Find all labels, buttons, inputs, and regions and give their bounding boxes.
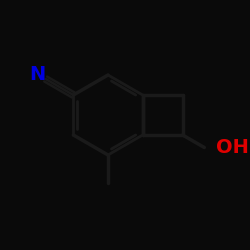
- Text: OH: OH: [216, 138, 249, 157]
- Text: N: N: [29, 64, 45, 84]
